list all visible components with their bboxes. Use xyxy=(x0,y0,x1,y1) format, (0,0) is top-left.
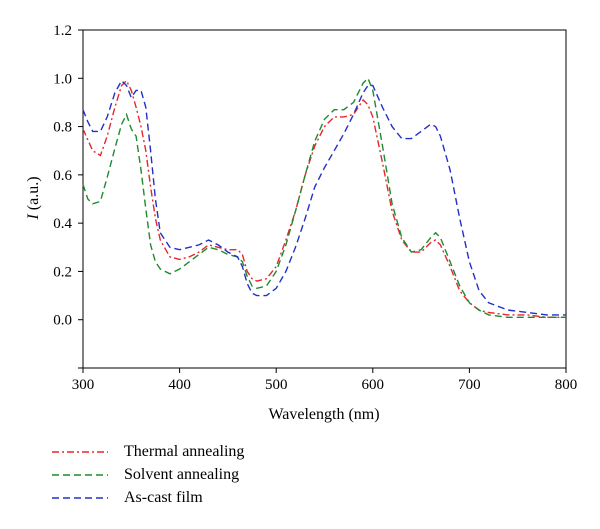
x-tick-label: 500 xyxy=(265,377,288,393)
y-axis-label: I (a.u.) xyxy=(25,176,42,220)
x-tick-label: 300 xyxy=(72,377,95,393)
y-axis-label-unit: (a.u.) xyxy=(25,176,42,214)
legend-label-solvent: Solvent annealing xyxy=(124,465,240,483)
plot-frame xyxy=(82,29,567,369)
series-layer xyxy=(82,77,566,318)
series-line-as-cast xyxy=(82,79,566,316)
legend: Thermal annealing Solvent annealing As-c… xyxy=(50,440,244,509)
y-tick-label: 0.0 xyxy=(53,313,72,329)
legend-label-thermal: Thermal annealing xyxy=(124,442,245,460)
legend-label-as-cast: As-cast film xyxy=(124,488,203,506)
legend-item-solvent: Solvent annealing xyxy=(50,463,244,486)
y-tick-label: 0.8 xyxy=(53,120,72,136)
y-tick-label: 1.0 xyxy=(53,71,72,87)
x-tick-label: 700 xyxy=(458,377,481,393)
series-line-thermal xyxy=(82,79,566,318)
spectra-chart: 300 400 500 600 700 800 0.0 0.2 0.4 0.6 0.8 1.0 1.2… xyxy=(25,23,578,423)
y-axis-label-symbol: I xyxy=(25,214,42,221)
y-tick-label: 1.2 xyxy=(53,23,72,39)
x-axis-label: Wavelength (nm) xyxy=(268,406,379,423)
legend-swatch-solvent xyxy=(52,473,108,476)
x-tick-label: 400 xyxy=(168,377,191,393)
legend-swatch-as-cast xyxy=(52,496,108,499)
x-tick-label: 800 xyxy=(555,377,578,393)
x-axis-ticks: 300 400 500 600 700 800 xyxy=(72,368,578,393)
y-tick-label: 0.2 xyxy=(53,264,72,280)
legend-item-thermal: Thermal annealing xyxy=(50,440,244,463)
plot-border xyxy=(82,29,567,369)
legend-swatch-thermal xyxy=(52,450,108,453)
series-line-solvent xyxy=(82,77,566,318)
y-tick-label: 0.4 xyxy=(53,216,72,232)
y-tick-label: 0.6 xyxy=(53,168,72,184)
legend-item-as-cast: As-cast film xyxy=(50,486,244,509)
x-tick-label: 600 xyxy=(362,377,385,393)
y-axis-ticks: 0.0 0.2 0.4 0.6 0.8 1.0 1.2 xyxy=(53,23,83,369)
